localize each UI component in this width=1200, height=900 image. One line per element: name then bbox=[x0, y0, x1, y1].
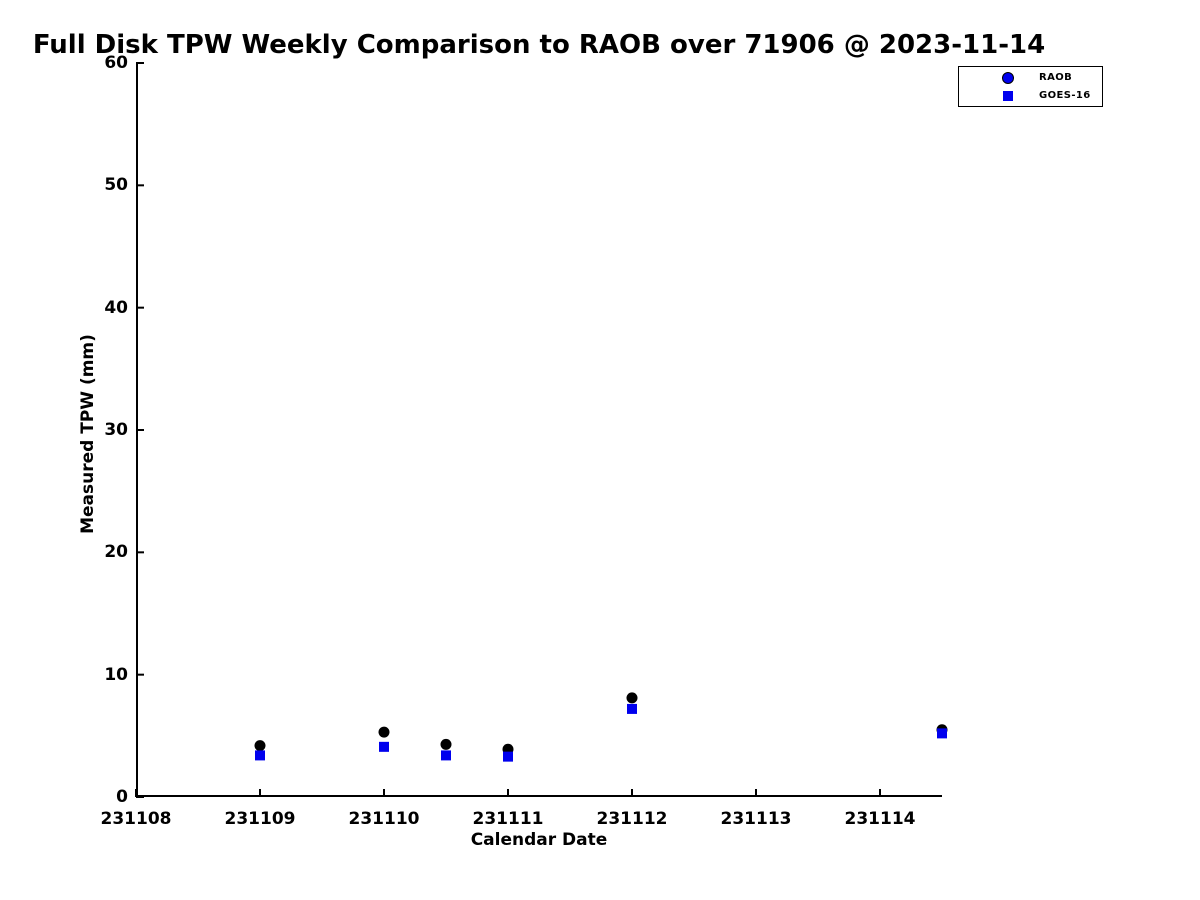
legend-item-goes16: GOES-16 bbox=[959, 88, 1102, 103]
y-tick-label: 60 bbox=[104, 53, 128, 73]
x-tick-label: 231109 bbox=[224, 809, 296, 829]
legend-item-raob: RAOB bbox=[959, 70, 1102, 85]
y-tick-label: 20 bbox=[104, 542, 128, 563]
goes16-square-marker-icon bbox=[1003, 90, 1013, 101]
y-tick-label: 40 bbox=[104, 297, 128, 318]
x-tick-label: 231113 bbox=[720, 809, 792, 829]
x-axis-label: Calendar Date bbox=[470, 830, 608, 850]
x-tick-label: 231108 bbox=[100, 809, 172, 829]
y-axis-label: Measured TPW (mm) bbox=[78, 334, 98, 534]
y-tick-label: 50 bbox=[104, 175, 128, 196]
raob-circle-marker-icon bbox=[1002, 71, 1014, 84]
x-tick-label: 231110 bbox=[348, 809, 420, 829]
plot-area bbox=[136, 63, 942, 797]
x-tick-label: 231111 bbox=[472, 809, 544, 829]
y-tick-label: 10 bbox=[104, 664, 128, 685]
x-tick-label: 231112 bbox=[596, 809, 668, 829]
legend: RAOB GOES-16 bbox=[958, 66, 1103, 107]
y-tick-label: 0 bbox=[116, 787, 128, 807]
chart-title: Full Disk TPW Weekly Comparison to RAOB … bbox=[32, 30, 1046, 60]
legend-label-raob: RAOB bbox=[1039, 72, 1073, 83]
y-tick-label: 30 bbox=[104, 420, 128, 440]
x-tick-label: 231114 bbox=[844, 809, 916, 829]
legend-label-goes16: GOES-16 bbox=[1039, 90, 1091, 101]
